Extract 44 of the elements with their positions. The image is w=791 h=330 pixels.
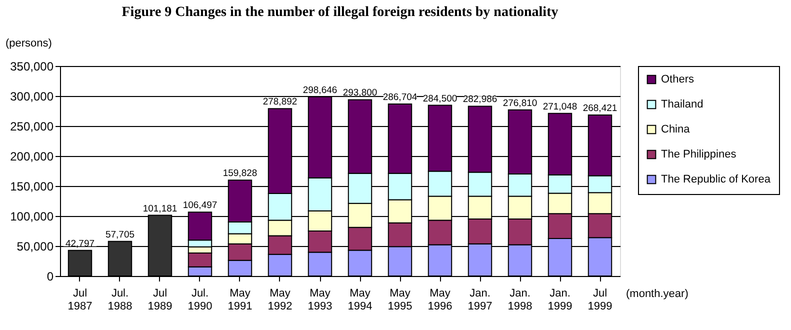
x-tick-label: May 1992 [268, 288, 292, 312]
y-tick-label: 300,000 [10, 90, 54, 104]
legend-label: Others [661, 74, 695, 86]
legend-label: Thailand [661, 98, 704, 110]
total-label: 271,048 [542, 101, 578, 112]
total-label: 298,646 [302, 84, 338, 96]
total-label: 57,705 [105, 229, 135, 240]
total-label: 284,500 [422, 93, 458, 104]
total-label: 42,797 [65, 238, 95, 250]
legend-label: The Republic of Korea [661, 174, 772, 186]
x-tick-label: Jul 1987 [68, 288, 92, 312]
total-label: 268,421 [582, 102, 618, 114]
y-tick-label: 250,000 [10, 120, 54, 134]
x-tick-label: Jul. 1988 [108, 288, 132, 312]
y-tick-label: 0 [46, 270, 54, 284]
total-label: 276,810 [502, 98, 538, 109]
total-label: 278,892 [262, 96, 298, 108]
y-axis-title: (persons) [6, 38, 52, 50]
x-axis-title: (month.year) [626, 288, 688, 300]
x-tick-label: May 1993 [308, 288, 332, 312]
y-tick-label: 50,000 [16, 240, 54, 254]
y-tick-label: 200,000 [10, 150, 54, 164]
legend-label: The Philippines [661, 148, 737, 160]
legend-label: China [661, 124, 691, 136]
x-tick-label: Jan. 1999 [548, 288, 572, 312]
total-label: 106,497 [182, 200, 218, 212]
x-tick-label: May 1995 [388, 288, 412, 312]
total-label: 293,800 [342, 88, 378, 99]
x-tick-label: Jan. 1997 [468, 288, 492, 312]
total-label: 101,181 [142, 203, 178, 214]
total-label: 286,704 [382, 92, 418, 103]
x-tick-label: Jul. 1990 [188, 288, 212, 312]
x-tick-label: Jul 1999 [588, 288, 612, 312]
chart-title: Figure 9 Changes in the number of illegal foreign residents by nationality [122, 5, 558, 20]
y-tick-label: 350,000 [10, 60, 54, 74]
x-tick-label: May 1996 [428, 288, 452, 312]
y-tick-label: 100,000 [10, 210, 54, 224]
x-tick-label: May 1994 [348, 288, 372, 312]
x-tick-label: Jul 1989 [148, 288, 172, 312]
x-tick-label: Jan. 1998 [508, 288, 532, 312]
y-tick-label: 150,000 [10, 180, 54, 194]
x-tick-label: May 1991 [228, 288, 252, 312]
total-label: 159,828 [222, 168, 258, 180]
total-label: 282,986 [462, 94, 498, 106]
